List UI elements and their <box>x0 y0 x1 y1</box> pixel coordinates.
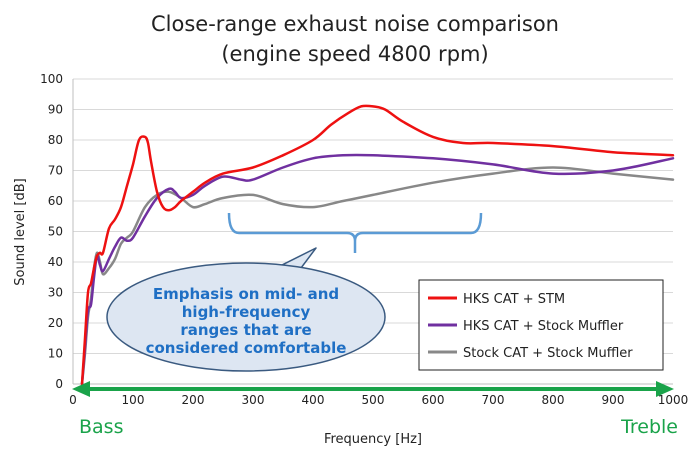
x-tick-labels: 0 100 200 300 400 500 600 700 800 900 1000 <box>69 393 688 407</box>
x-tick-0: 0 <box>69 393 77 407</box>
legend-box <box>418 279 664 371</box>
y-axis-label: Sound level [dB] <box>13 178 28 285</box>
y-tick-40: 40 <box>48 255 63 269</box>
callout-line-4: considered comfortable <box>146 339 347 357</box>
bass-treble-arrow <box>72 381 674 397</box>
y-tick-100: 100 <box>40 72 63 86</box>
callout-line-3: ranges that are <box>180 321 311 339</box>
legend-items: HKS CAT + STM HKS CAT + Stock Muffler Stoc… <box>428 292 633 361</box>
range-arrow-left-head <box>72 381 90 397</box>
y-tick-60: 60 <box>48 194 63 208</box>
x-tick-900: 900 <box>602 393 625 407</box>
x-tick-300: 300 <box>242 393 265 407</box>
y-tick-labels: 0 10 20 30 40 50 60 70 80 90 100 <box>40 72 63 391</box>
x-tick-700: 700 <box>482 393 505 407</box>
chart-title-line-2: (engine speed 4800 rpm) <box>221 42 488 66</box>
x-tick-800: 800 <box>542 393 565 407</box>
callout-bubble: Emphasis on mid- and high-frequency rang… <box>106 247 386 372</box>
y-tick-90: 90 <box>48 103 63 117</box>
series-line-1 <box>80 104 675 386</box>
legend-label-2: HKS CAT + Stock Muffler <box>463 319 624 334</box>
chart-title-line-1: Close-range exhaust noise comparison <box>151 12 559 36</box>
y-tick-50: 50 <box>48 225 63 239</box>
legend-label-1: HKS CAT + STM <box>463 292 565 307</box>
y-tick-30: 30 <box>48 286 63 300</box>
x-tick-400: 400 <box>302 393 325 407</box>
y-tick-0: 0 <box>55 377 63 391</box>
treble-label: Treble <box>620 416 678 438</box>
legend-label-3: Stock CAT + Stock Muffler <box>463 346 633 361</box>
callout-pointer-joint <box>237 274 296 281</box>
y-tick-70: 70 <box>48 164 63 178</box>
y-tick-20: 20 <box>48 316 63 330</box>
mid-high-range-bracket <box>227 212 483 253</box>
series-lines <box>80 104 675 386</box>
range-arrow-right-head <box>656 381 674 397</box>
callout-line-2: high-frequency <box>182 303 311 321</box>
callout-line-1: Emphasis on mid- and <box>153 285 339 303</box>
legend: HKS CAT + STM HKS CAT + Stock Muffler Stoc… <box>418 279 664 371</box>
x-tick-500: 500 <box>362 393 385 407</box>
y-tick-80: 80 <box>48 133 63 147</box>
x-tick-1000: 1000 <box>658 393 689 407</box>
callout-ellipse <box>106 262 386 372</box>
bass-label: Bass <box>79 416 123 438</box>
x-tick-200: 200 <box>182 393 205 407</box>
x-tick-600: 600 <box>422 393 445 407</box>
x-tick-100: 100 <box>122 393 145 407</box>
x-axis-label: Frequency [Hz] <box>324 432 422 447</box>
y-tick-10: 10 <box>48 347 63 361</box>
